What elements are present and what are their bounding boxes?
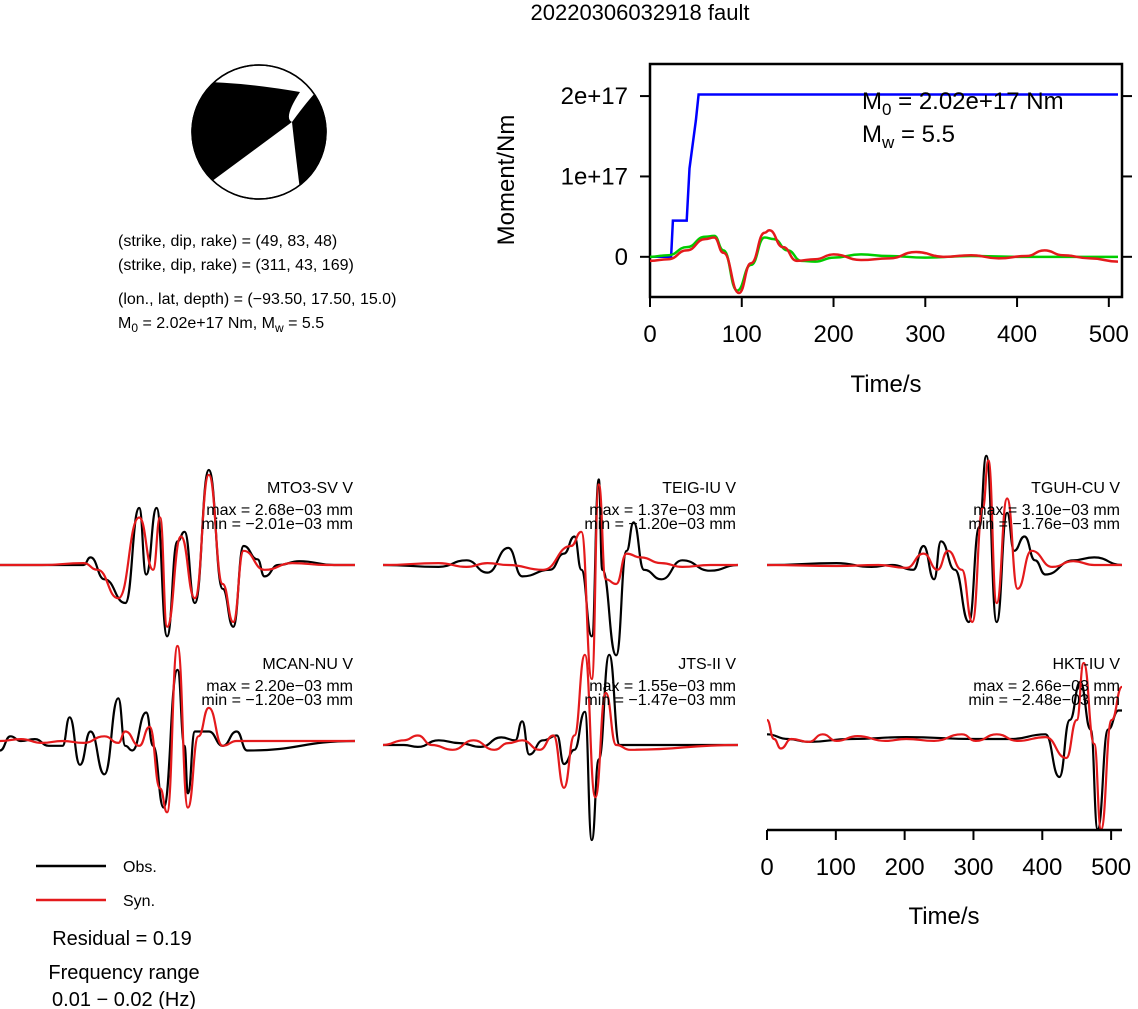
station-max: max = 1.55e−03 mm: [589, 678, 736, 695]
waveform-x-tick-label: 500: [1091, 854, 1131, 881]
moment-magnitude-line: M0 = 2.02e+17 Nm, Mw = 5.5: [118, 315, 324, 335]
station-max: max = 2.66e−03 mm: [973, 678, 1120, 695]
waveform-x-tick-label: 300: [953, 854, 993, 881]
source-time-green-line: [649, 234, 1118, 292]
moment-y-axis-title: Moment/Nm: [493, 115, 520, 246]
moment-y-tick-label: 1e+17: [561, 163, 628, 190]
moment-x-tick-label: 0: [643, 321, 656, 348]
nodal-plane-2: (strike, dip, rake) = (311, 43, 169): [118, 257, 354, 274]
moment-annotation-m0: M0 = 2.02e+17 Nm: [862, 88, 1064, 119]
moment-x-axis-title: Time/s: [850, 371, 921, 398]
beachball-icon: [191, 64, 327, 200]
frequency-range-value: 0.01 − 0.02 (Hz): [52, 989, 196, 1009]
moment-x-tick-label: 500: [1089, 321, 1129, 348]
station-min: min = −2.48e−03 mm: [968, 692, 1120, 709]
synthetic-waveform: [382, 483, 738, 681]
moment-x-tick-label: 400: [997, 321, 1037, 348]
synthetic-waveform: [766, 661, 1124, 831]
location-depth: (lon., lat, depth) = (−93.50, 17.50, 15.…: [118, 291, 396, 308]
waveform-x-tick-label: 100: [816, 854, 856, 881]
station-name: MCAN-NU V: [262, 656, 353, 673]
observed-waveform: [0, 668, 356, 809]
station-name: MTO3-SV V: [267, 480, 353, 497]
station-min: min = −1.20e−03 mm: [201, 692, 353, 709]
station-min: min = −1.20e−03 mm: [584, 516, 736, 533]
waveform-x-tick-label: 400: [1022, 854, 1062, 881]
moment-annotation-mw: Mw = 5.5: [862, 121, 955, 152]
figure-title: 20220306032918 fault: [531, 0, 750, 25]
station-name: TEIG-IU V: [662, 480, 736, 497]
legend-syn-label: Syn.: [123, 893, 155, 910]
synthetic-waveform: [0, 644, 355, 814]
waveform-time-axis: Time/s 0 100 200 300 400 500: [760, 828, 1131, 930]
waveform-x-tick-label: 200: [885, 854, 925, 881]
nodal-plane-1: (strike, dip, rake) = (49, 83, 48): [118, 233, 337, 250]
synthetic-waveform: [766, 459, 1122, 624]
station-max: max = 2.20e−03 mm: [206, 678, 353, 695]
station-max: max = 3.10e−03 mm: [973, 502, 1120, 519]
synthetic-waveform: [0, 473, 355, 628]
station-min: min = −1.47e−03 mm: [584, 692, 736, 709]
moment-x-tick-label: 300: [905, 321, 945, 348]
station-max: max = 1.37e−03 mm: [589, 502, 736, 519]
synthetic-waveform: [382, 653, 739, 799]
legend-obs-label: Obs.: [123, 859, 157, 876]
moment-y-tick-label: 0: [615, 244, 628, 271]
source-time-red-line: [649, 229, 1119, 295]
frequency-range-label: Frequency range: [48, 962, 199, 984]
station-min: min = −1.76e−03 mm: [968, 516, 1120, 533]
station-name: JTS-II V: [678, 656, 736, 673]
station-max: max = 2.68e−03 mm: [206, 502, 353, 519]
moment-x-tick-label: 200: [814, 321, 854, 348]
mechanism-info: (strike, dip, rake) = (49, 83, 48) (stri…: [118, 233, 396, 335]
waveform-x-axis-title: Time/s: [908, 903, 979, 930]
observed-waveform: [0, 468, 355, 638]
moment-chart: 0 100 200 300 400 500 0 1e+17 2e+17 M0 = 2.02e+1…: [493, 62, 1132, 398]
legend: Obs. Syn.: [36, 859, 157, 910]
moment-x-tick-label: 100: [722, 321, 762, 348]
waveform-x-tick-label: 0: [760, 854, 773, 881]
moment-plot-frame: [648, 62, 1124, 299]
moment-y-tick-label: 2e+17: [561, 83, 628, 110]
residual-label: Residual = 0.19: [52, 928, 192, 950]
moment-rate-line: [650, 93, 1118, 259]
station-min: min = −2.01e−03 mm: [201, 516, 353, 533]
station-name: TGUH-CU V: [1031, 480, 1120, 497]
station-name: HKT-IU V: [1052, 656, 1120, 673]
